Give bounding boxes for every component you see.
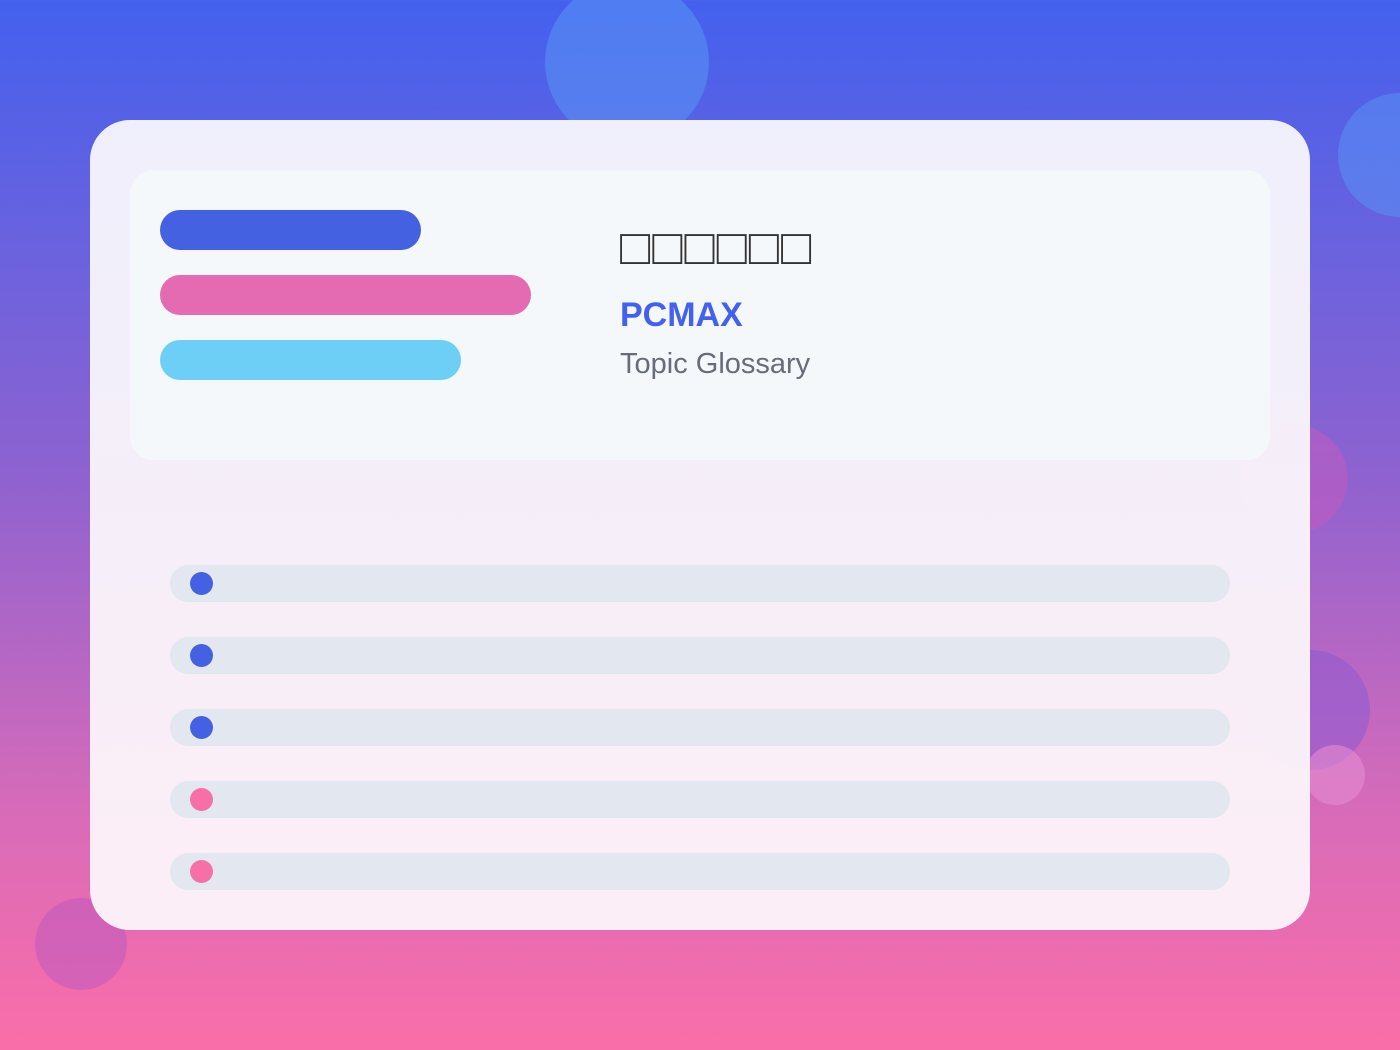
deco-circle	[1305, 745, 1365, 805]
list-row	[170, 853, 1230, 890]
pink-bar	[160, 275, 531, 315]
list-row	[170, 565, 1230, 602]
brand: PCMAX	[620, 296, 743, 334]
blue-bar	[160, 210, 421, 250]
bullet	[190, 572, 213, 595]
subtitle: Topic Glossary	[620, 348, 811, 380]
bullet	[190, 788, 213, 811]
title: □□□□□□	[620, 218, 814, 276]
bullet	[190, 716, 213, 739]
bullet	[190, 644, 213, 667]
cyan-bar	[160, 340, 461, 380]
list-row	[170, 637, 1230, 674]
bullet	[190, 860, 213, 883]
list-row	[170, 709, 1230, 746]
deco-circle	[1338, 93, 1400, 217]
card: □□□□□□ PCMAX Topic Glossary	[90, 120, 1310, 930]
header-panel: □□□□□□ PCMAX Topic Glossary	[130, 170, 1270, 460]
list-row	[170, 781, 1230, 818]
